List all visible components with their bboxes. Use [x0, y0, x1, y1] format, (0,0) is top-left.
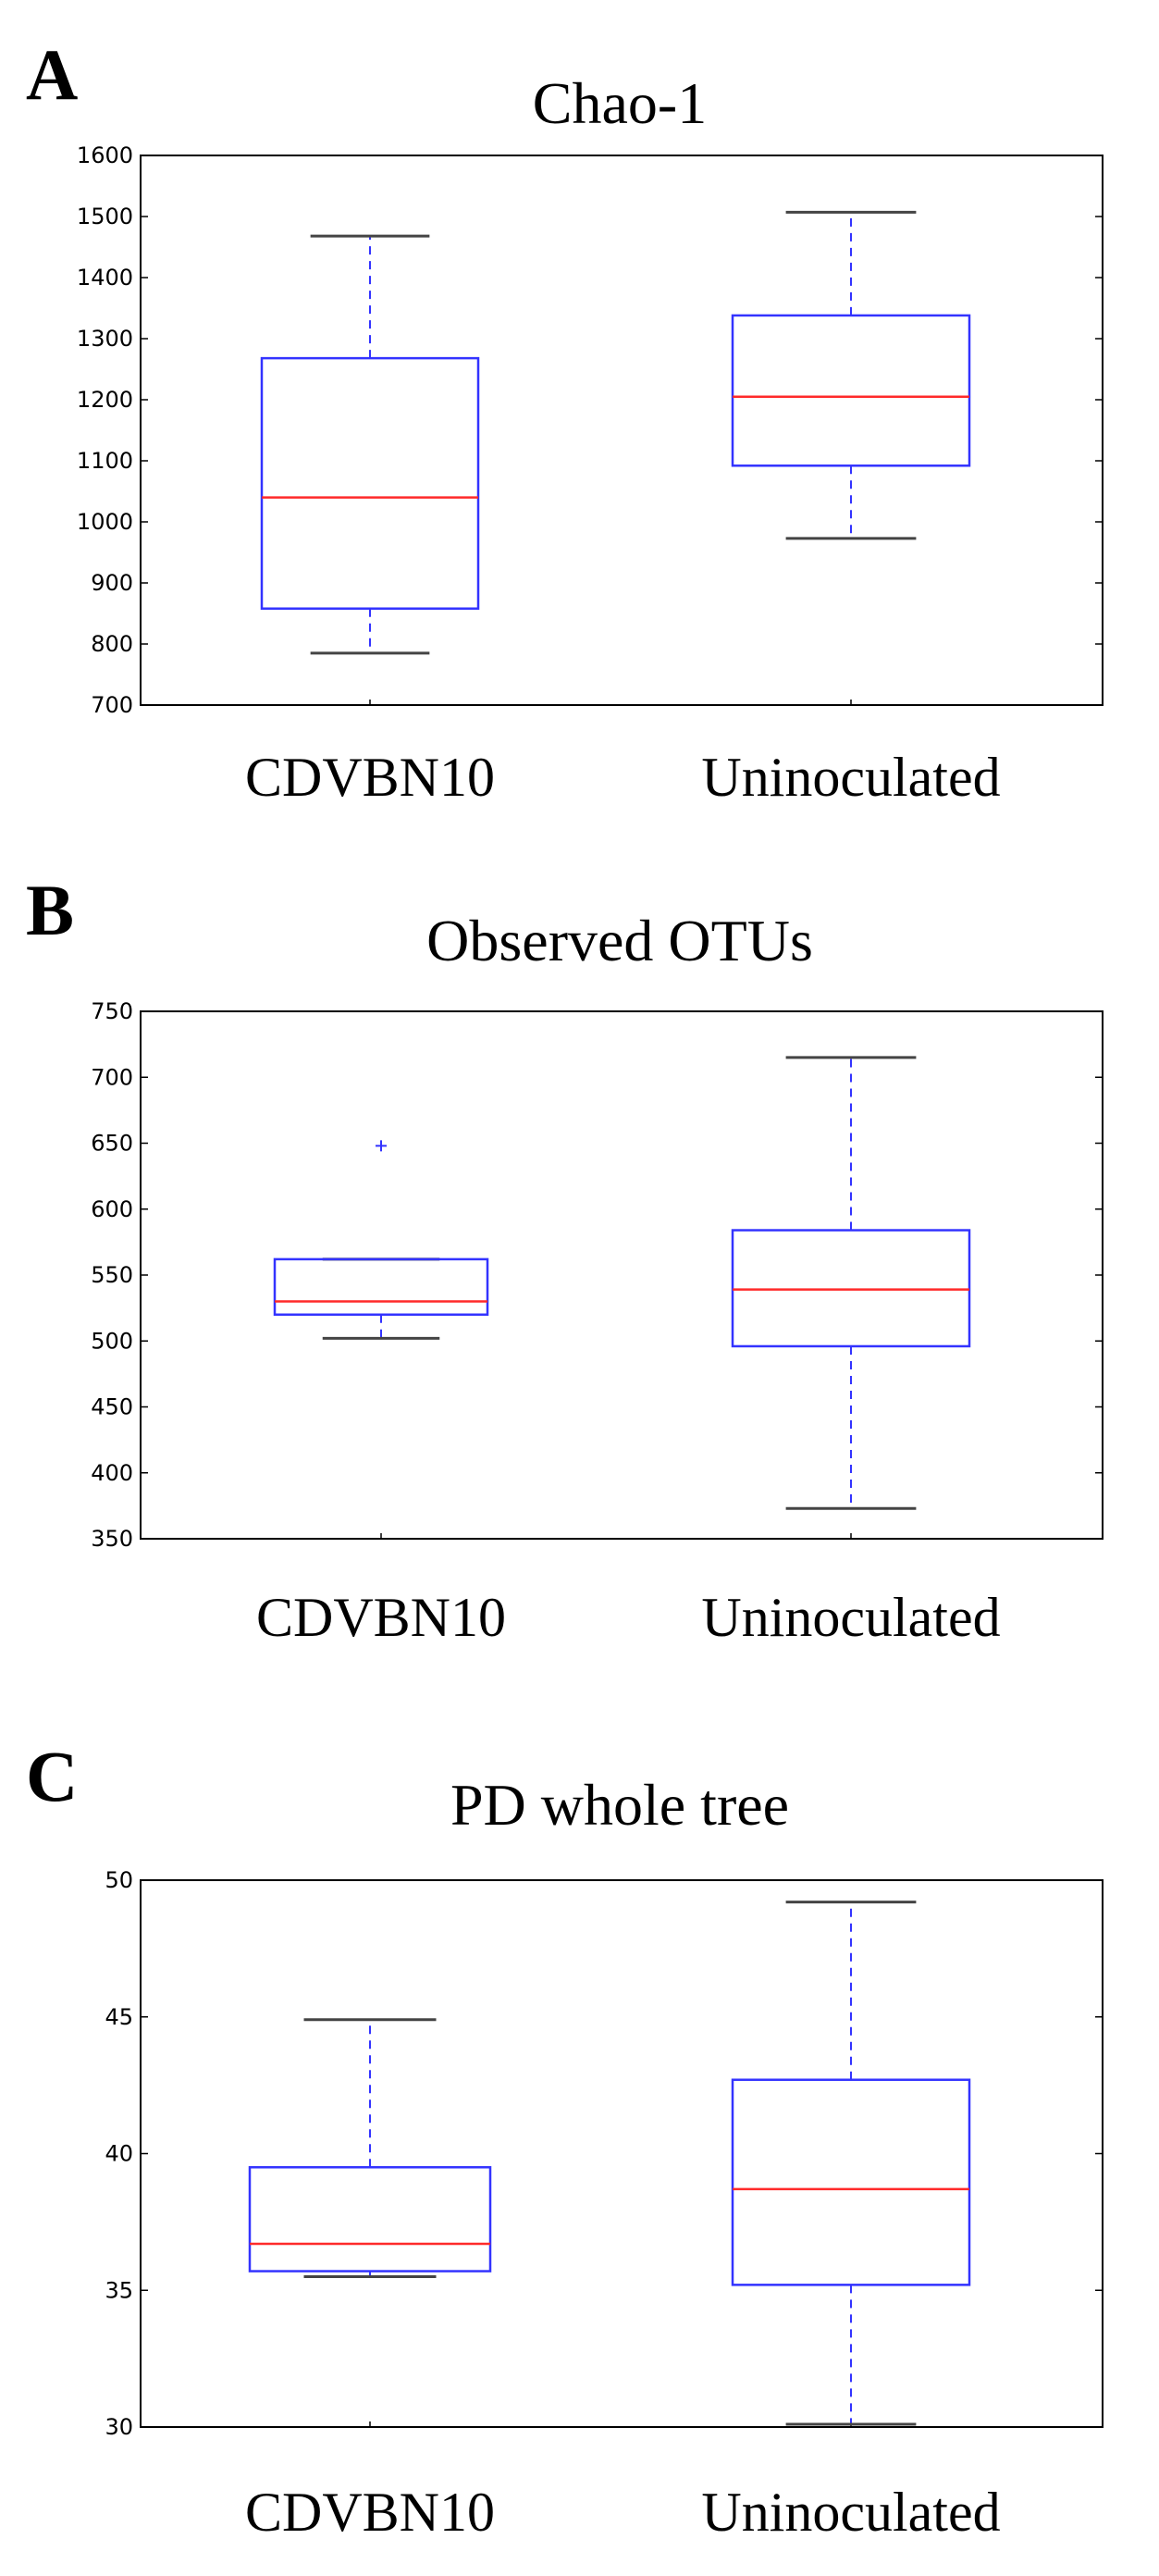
chart-title-pd-whole-tree: PD whole tree [450, 1772, 790, 1838]
chart-title-chao1: Chao-1 [532, 70, 708, 136]
y-tick-label: 45 [105, 2004, 133, 2030]
y-tick-label: 1100 [77, 448, 133, 474]
y-tick-label: 1400 [77, 265, 133, 291]
chart-pd-whole-tree: 30 35 40 45 50 CDVBN10 Uninoculated [105, 1867, 1104, 2543]
panel-a: A Chao-1 700 800 900 1000 1100 1200 1300 1400 15… [0, 0, 1159, 847]
y-tick-label: 1000 [77, 509, 133, 535]
box-uninoculated [731, 2078, 971, 2286]
box-uninoculated [731, 314, 971, 467]
y-tick-label: 700 [91, 692, 133, 718]
y-tick-label: 30 [105, 2414, 133, 2440]
chart-chao1: 700 800 900 1000 1100 1200 1300 1400 1500 1600 CDV… [77, 142, 1104, 808]
y-tick-label: 550 [91, 1262, 133, 1288]
category-label-cdvbn10: CDVBN10 [245, 2482, 495, 2543]
y-tick-label: 1300 [77, 326, 133, 352]
category-label-uninoculated: Uninoculated [701, 1587, 1000, 1648]
y-tick-label: 900 [91, 570, 133, 596]
category-label-cdvbn10: CDVBN10 [256, 1587, 506, 1648]
y-tick-label: 750 [91, 998, 133, 1024]
chart-title-observed-otus: Observed OTUs [426, 908, 813, 973]
y-tick-label: 1200 [77, 387, 133, 413]
category-label-uninoculated: Uninoculated [701, 747, 1000, 808]
category-label-uninoculated: Uninoculated [701, 2482, 1000, 2543]
y-tick-label: 1600 [77, 142, 133, 168]
y-tick-label: 650 [91, 1131, 133, 1157]
y-tick-label: 400 [91, 1460, 133, 1486]
plot-frame [140, 1879, 1104, 2428]
category-label-cdvbn10: CDVBN10 [245, 747, 495, 808]
plot-frame [140, 1010, 1104, 1540]
y-tick-label: 700 [91, 1064, 133, 1090]
panel-letter-a: A [26, 34, 79, 115]
y-tick-label: 1500 [77, 204, 133, 229]
y-tick-label: 500 [91, 1328, 133, 1354]
plot-frame [140, 155, 1104, 706]
panel-c: C PD whole tree 30 35 40 45 50 CDVBN10 Uninocu… [0, 1707, 1159, 2576]
y-tick-label: 350 [91, 1526, 133, 1552]
y-tick-label: 450 [91, 1394, 133, 1420]
box-uninoculated [731, 1229, 971, 1348]
panel-letter-b: B [26, 870, 75, 950]
box-cdvbn10 [260, 356, 480, 610]
y-tick-label: 50 [105, 1867, 133, 1893]
y-tick-label: 600 [91, 1196, 133, 1222]
y-tick-label: 35 [105, 2277, 133, 2303]
box-cdvbn10 [248, 2166, 492, 2273]
panel-b: B Observed OTUs 350 400 450 500 550 600 650 700… [0, 847, 1159, 1707]
box-cdvbn10 [273, 1257, 489, 1316]
y-tick-label: 40 [105, 2141, 133, 2167]
chart-observed-otus: 350 400 450 500 550 600 650 700 750 CDVBN10 Uninoc… [91, 998, 1104, 1648]
y-tick-label: 800 [91, 631, 133, 657]
panel-letter-c: C [26, 1736, 79, 1816]
